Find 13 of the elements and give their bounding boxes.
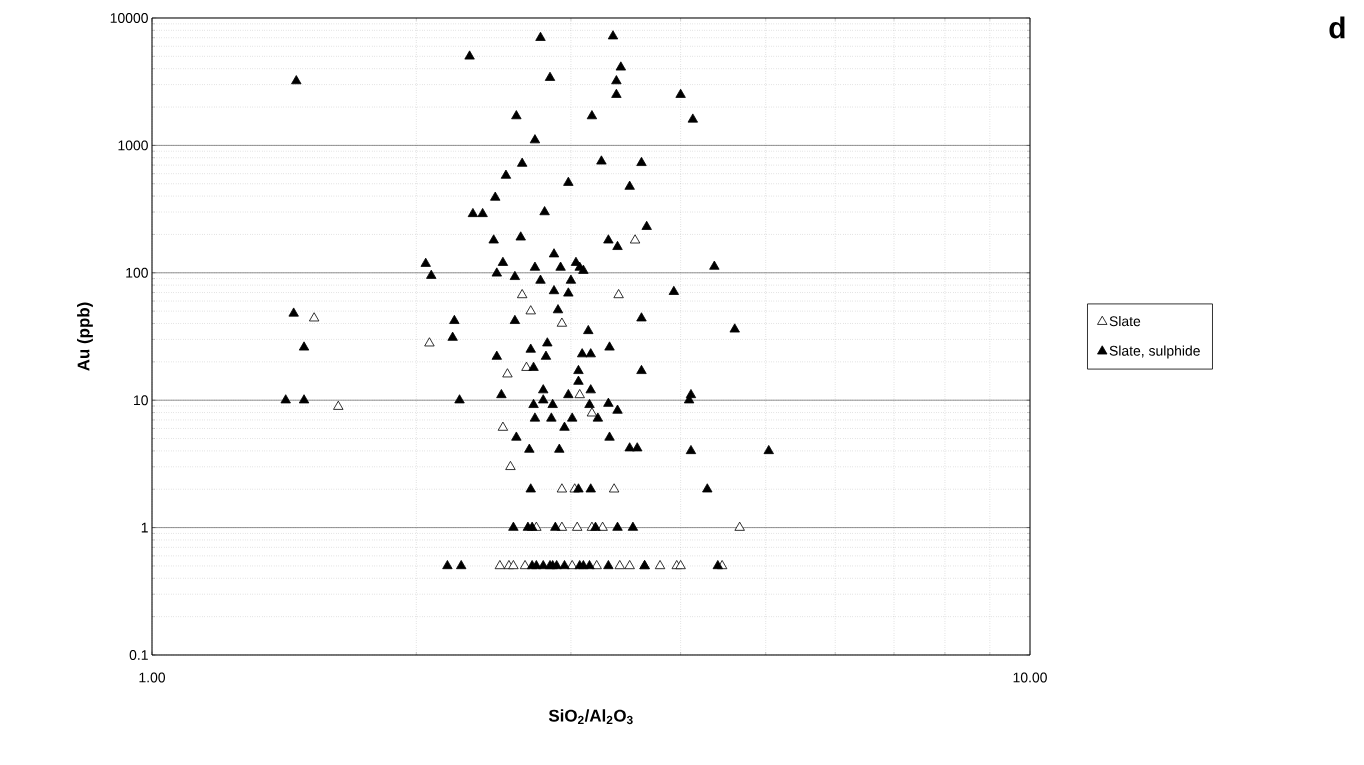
x-axis-title: SiO$_{2}$/Al$_{2}$O$_{3}$ (548, 709, 633, 725)
y-tick-label: 0.1 (129, 650, 148, 660)
x-tick-label: 10.00 (1013, 672, 1047, 683)
legend-label: Slate (1109, 315, 1141, 327)
y-axis-title: Au (ppb) (77, 302, 93, 371)
y-tick-label: 10000 (110, 13, 148, 23)
y-tick-label: 1 (141, 522, 148, 533)
legend-label: Slate, sulphide (1109, 345, 1200, 359)
y-tick-label: 10 (134, 395, 148, 406)
y-tick-label: 100 (126, 267, 148, 278)
y-tick-label: 1000 (118, 140, 148, 151)
x-tick-label: 1.00 (139, 672, 166, 683)
text: d (1329, 16, 1345, 39)
